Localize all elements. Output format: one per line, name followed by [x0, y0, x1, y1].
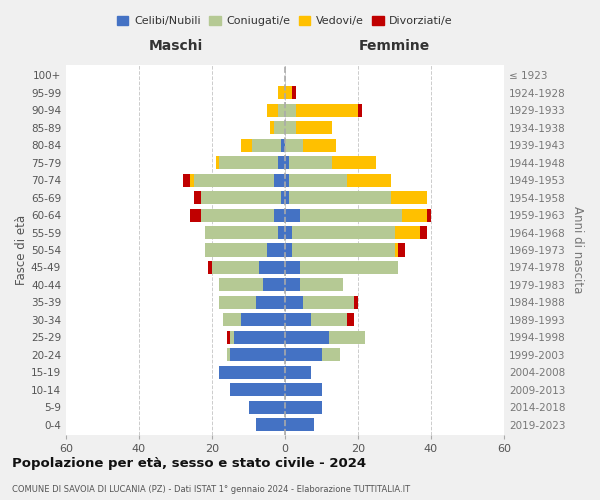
Bar	[241, 138, 252, 152]
Bar	[402, 208, 427, 222]
Bar	[285, 208, 299, 222]
Bar	[278, 226, 285, 239]
Bar	[285, 330, 329, 344]
Bar	[205, 244, 267, 256]
Bar	[311, 314, 347, 326]
Bar	[427, 208, 431, 222]
Bar	[227, 330, 230, 344]
Bar	[230, 348, 285, 362]
Bar	[220, 156, 278, 170]
Bar	[234, 330, 285, 344]
Bar	[358, 104, 362, 117]
Bar	[332, 156, 376, 170]
Bar	[285, 156, 289, 170]
Bar	[230, 330, 234, 344]
Bar	[391, 191, 427, 204]
Bar	[278, 104, 285, 117]
Bar	[230, 383, 285, 396]
Bar	[285, 226, 292, 239]
Y-axis label: Anni di nascita: Anni di nascita	[571, 206, 584, 294]
Bar	[271, 122, 274, 134]
Bar	[285, 261, 299, 274]
Text: Femmine: Femmine	[359, 39, 430, 53]
Bar	[285, 174, 289, 186]
Bar	[220, 278, 263, 291]
Bar	[256, 418, 285, 431]
Bar	[285, 418, 314, 431]
Bar	[303, 296, 355, 309]
Bar	[322, 348, 340, 362]
Bar	[190, 208, 201, 222]
Bar	[263, 278, 285, 291]
Bar	[248, 400, 285, 413]
Bar	[285, 383, 322, 396]
Bar	[285, 314, 311, 326]
Bar	[194, 174, 274, 186]
Bar	[274, 174, 285, 186]
Bar	[281, 138, 285, 152]
Bar	[398, 244, 406, 256]
Bar	[183, 174, 190, 186]
Bar	[347, 314, 355, 326]
Bar	[278, 86, 285, 100]
Bar	[299, 208, 402, 222]
Bar	[303, 138, 336, 152]
Bar	[256, 296, 285, 309]
Bar	[215, 156, 220, 170]
Bar	[252, 138, 281, 152]
Bar	[285, 122, 296, 134]
Text: COMUNE DI SAVOIA DI LUCANIA (PZ) - Dati ISTAT 1° gennaio 2024 - Elaborazione TUT: COMUNE DI SAVOIA DI LUCANIA (PZ) - Dati …	[12, 485, 410, 494]
Bar	[420, 226, 427, 239]
Bar	[241, 314, 285, 326]
Bar	[292, 244, 395, 256]
Bar	[355, 296, 358, 309]
Bar	[190, 174, 194, 186]
Bar	[194, 191, 201, 204]
Legend: Celibi/Nubili, Coniugati/e, Vedovi/e, Divorziati/e: Celibi/Nubili, Coniugati/e, Vedovi/e, Di…	[113, 12, 457, 30]
Bar	[227, 348, 230, 362]
Bar	[395, 226, 420, 239]
Bar	[299, 261, 398, 274]
Bar	[205, 226, 278, 239]
Bar	[220, 366, 285, 378]
Text: Maschi: Maschi	[148, 39, 203, 53]
Bar	[223, 314, 241, 326]
Bar	[289, 174, 347, 186]
Bar	[201, 191, 281, 204]
Bar	[208, 261, 212, 274]
Bar	[289, 156, 332, 170]
Bar	[267, 104, 278, 117]
Bar	[285, 296, 303, 309]
Bar	[285, 400, 322, 413]
Bar	[285, 244, 292, 256]
Bar	[201, 208, 274, 222]
Bar	[285, 86, 292, 100]
Y-axis label: Fasce di età: Fasce di età	[15, 215, 28, 285]
Bar	[289, 191, 391, 204]
Bar	[274, 122, 285, 134]
Bar	[281, 191, 285, 204]
Bar	[299, 278, 343, 291]
Bar	[296, 104, 358, 117]
Bar	[274, 208, 285, 222]
Bar	[285, 104, 296, 117]
Bar	[267, 244, 285, 256]
Bar	[285, 191, 289, 204]
Bar	[329, 330, 365, 344]
Bar	[347, 174, 391, 186]
Text: Popolazione per età, sesso e stato civile - 2024: Popolazione per età, sesso e stato civil…	[12, 458, 366, 470]
Bar	[395, 244, 398, 256]
Bar	[285, 278, 299, 291]
Bar	[220, 296, 256, 309]
Bar	[285, 138, 303, 152]
Bar	[212, 261, 259, 274]
Bar	[278, 156, 285, 170]
Bar	[292, 86, 296, 100]
Bar	[292, 226, 395, 239]
Bar	[285, 348, 322, 362]
Bar	[296, 122, 332, 134]
Bar	[285, 366, 311, 378]
Bar	[259, 261, 285, 274]
